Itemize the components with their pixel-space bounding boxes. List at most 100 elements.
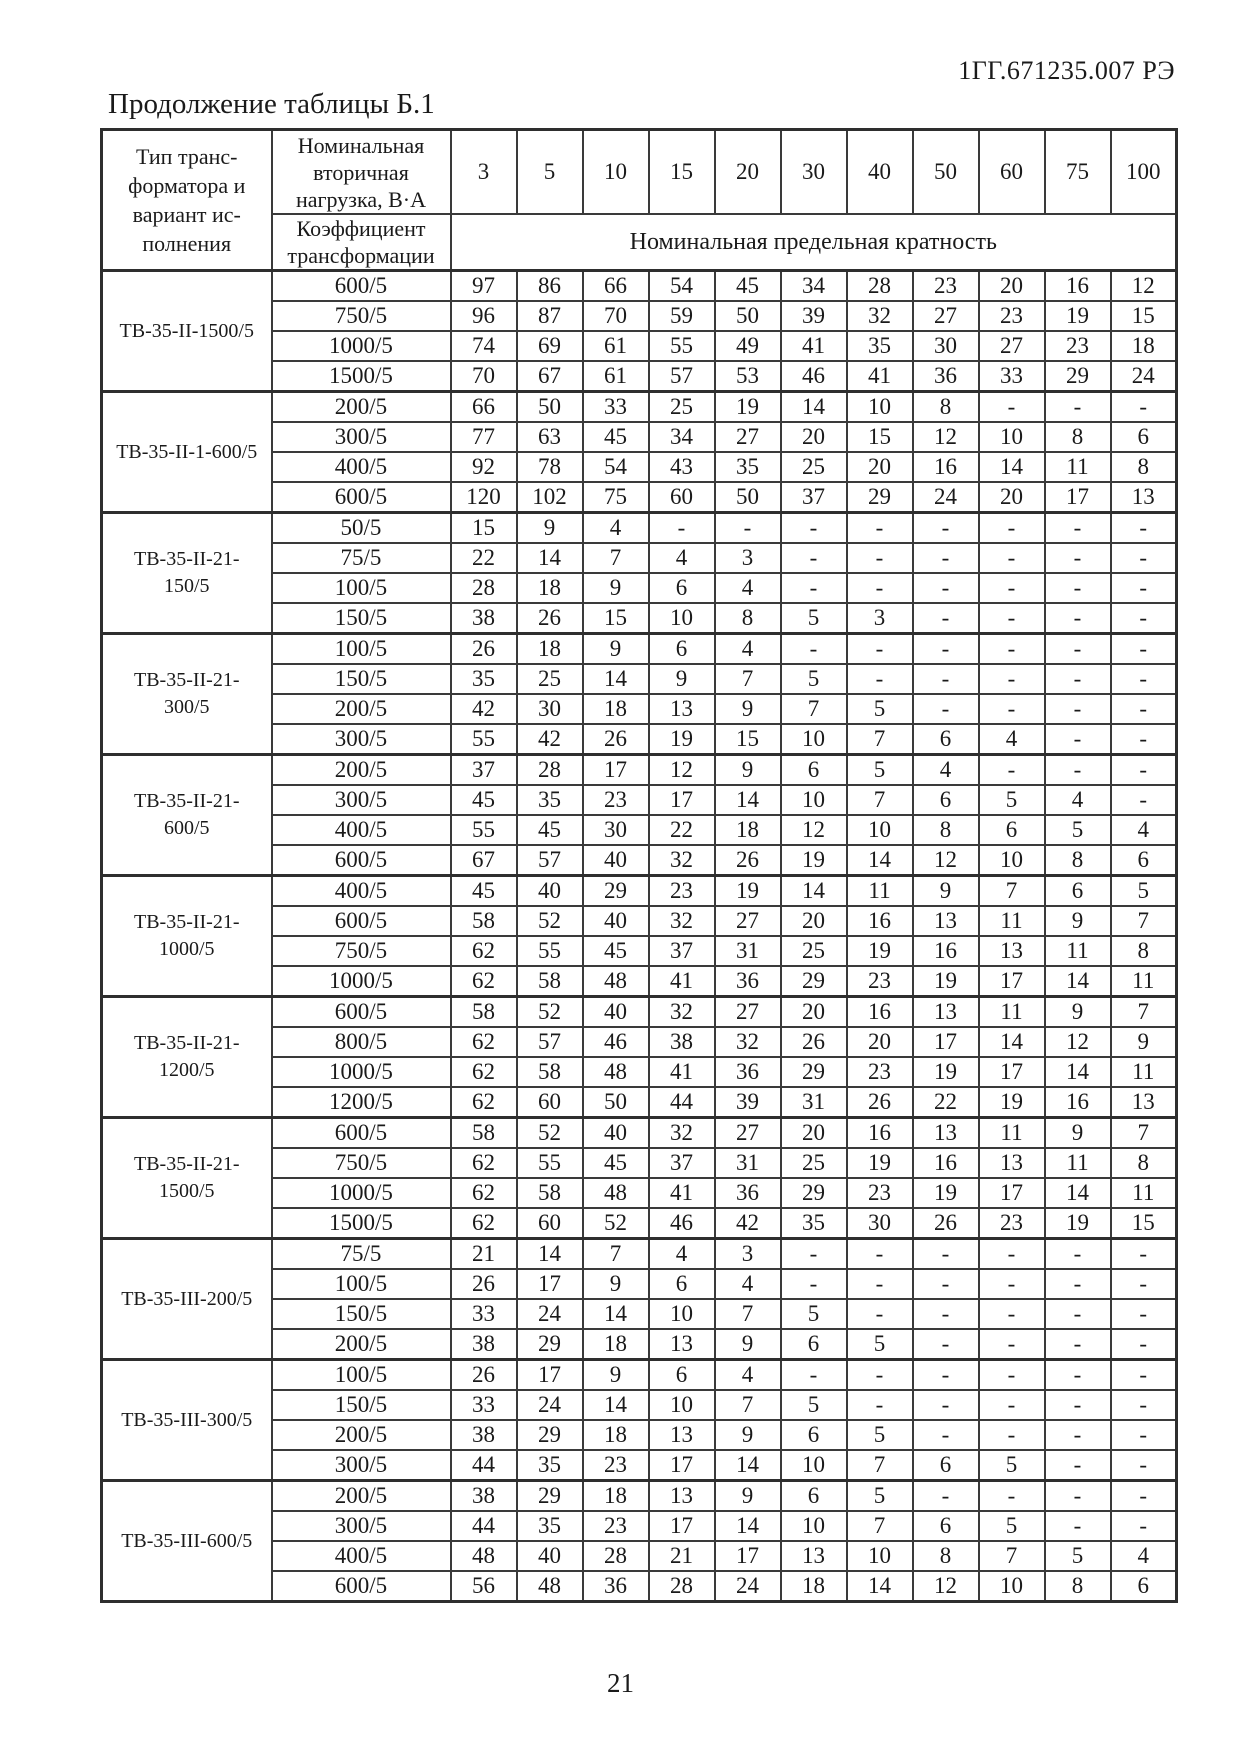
multiplicity-value-cell: 39 (779, 300, 848, 332)
col-header-secondary-load: Номинальная вторичная нагрузка, В·А (270, 128, 452, 215)
multiplicity-value-cell: 66 (581, 269, 650, 302)
multiplicity-value-cell: 11 (977, 1116, 1046, 1149)
multiplicity-value-cell: 10 (845, 390, 914, 423)
multiplicity-value-cell: 38 (449, 1328, 518, 1361)
multiplicity-value-cell: - (977, 1389, 1046, 1421)
multiplicity-value-cell: - (1109, 1449, 1178, 1482)
multiplicity-value-cell: 67 (449, 844, 518, 877)
table-row: 200/5 42 30 18 13 9 7 5- - - - (102, 693, 1178, 725)
multiplicity-value-cell: 37 (647, 1147, 716, 1179)
multiplicity-value-cell: 35 (713, 451, 782, 483)
multiplicity-value-cell: 11 (1043, 1147, 1112, 1179)
multiplicity-value-cell: 16 (911, 935, 980, 967)
multiplicity-value-cell: - (911, 511, 980, 544)
multiplicity-value-cell: 16 (911, 1147, 980, 1179)
multiplicity-value-cell: 27 (713, 1116, 782, 1149)
multiplicity-value-cell: 40 (581, 905, 650, 937)
multiplicity-value-cell: 120 (449, 481, 518, 514)
multiplicity-value-cell: 27 (713, 421, 782, 453)
multiplicity-value-cell: 58 (515, 1056, 584, 1088)
transformer-type-cell: ТВ-35-II-1500/5 (100, 269, 273, 393)
multiplicity-value-cell: 6 (1043, 874, 1112, 907)
multiplicity-value-cell: 23 (977, 300, 1046, 332)
multiplicity-value-cell: 24 (1109, 360, 1178, 393)
multiplicity-value-cell: - (779, 632, 848, 665)
multiplicity-value-cell: 5 (845, 1479, 914, 1512)
multiplicity-value-cell: - (911, 632, 980, 665)
multiplicity-value-cell: - (911, 1358, 980, 1391)
multiplicity-value-cell: 5 (845, 1328, 914, 1361)
multiplicity-value-cell: 10 (779, 784, 848, 816)
multiplicity-value-cell: 18 (581, 1328, 650, 1361)
multiplicity-value-cell: 5 (779, 663, 848, 695)
transformation-ratio-cell: 200/5 (270, 390, 452, 423)
multiplicity-value-cell: 6 (911, 1449, 980, 1482)
multiplicity-value-cell: 7 (845, 784, 914, 816)
multiplicity-value-cell: 30 (845, 1207, 914, 1240)
multiplicity-value-cell: 8 (1109, 1147, 1178, 1179)
multiplicity-value-cell: 50 (713, 481, 782, 514)
multiplicity-value-cell: 28 (515, 753, 584, 786)
transformation-ratio-cell: 1000/5 (270, 1056, 452, 1088)
multiplicity-value-cell: 18 (713, 814, 782, 846)
multiplicity-value-cell: 8 (713, 602, 782, 635)
multiplicity-value-cell: 17 (647, 1510, 716, 1542)
table-row: ТВ-35-II-21- 300/5 100/5 26 18 9 6 4- - - - - - (100, 632, 1178, 756)
multiplicity-value-cell: 6 (647, 1358, 716, 1391)
multiplicity-value-cell: 10 (845, 814, 914, 846)
multiplicity-value-cell: 54 (581, 451, 650, 483)
multiplicity-value-cell: 27 (713, 905, 782, 937)
multiplicity-value-cell: 4 (713, 1358, 782, 1391)
multiplicity-value-cell: 12 (647, 753, 716, 786)
table-row: 800/5 62 57 46 38 32 26 20 17 14 12 9 (102, 1026, 1178, 1058)
transformer-type-cell: ТВ-35-II-21- 600/5 (100, 753, 273, 877)
multiplicity-value-cell: 6 (779, 1328, 848, 1361)
multiplicity-value-cell: 12 (911, 844, 980, 877)
table-row: ТВ-35-III-600/5 200/5 38 29 18 13 9 6 5- - - - (100, 1479, 1178, 1603)
table-row: 300/5 77 63 45 34 27 20 15 12 10 8 6 (102, 421, 1178, 453)
multiplicity-value-cell: 46 (779, 360, 848, 393)
multiplicity-value-cell: 102 (515, 481, 584, 514)
multiplicity-value-cell: 14 (977, 451, 1046, 483)
multiplicity-value-cell: 9 (581, 572, 650, 604)
multiplicity-value-cell: - (1109, 784, 1178, 816)
multiplicity-value-cell: 50 (581, 1086, 650, 1119)
multiplicity-value-cell: 10 (977, 421, 1046, 453)
transformation-ratio-cell: 600/5 (270, 844, 452, 877)
table-row: 400/5 92 78 54 43 35 25 20 16 14 11 8 (102, 451, 1178, 483)
transformation-ratio-cell: 150/5 (270, 1298, 452, 1330)
multiplicity-value-cell: 32 (647, 844, 716, 877)
multiplicity-value-cell: 35 (515, 1510, 584, 1542)
multiplicity-value-cell: 26 (713, 844, 782, 877)
multiplicity-value-cell: 10 (779, 1510, 848, 1542)
multiplicity-value-cell: 52 (581, 1207, 650, 1240)
table-row: 750/5 96 87 70 59 50 39 32 27 23 19 15 (102, 300, 1178, 332)
multiplicity-value-cell: 33 (449, 1298, 518, 1330)
multiplicity-value-cell: 17 (1043, 481, 1112, 514)
multiplicity-value-cell: 6 (647, 572, 716, 604)
table-row: 150/5 38 26 15 10 8 5 3- - - - (102, 602, 1178, 635)
multiplicity-value-cell: 26 (779, 1026, 848, 1058)
multiplicity-value-cell: 13 (779, 1540, 848, 1572)
multiplicity-value-cell: - (977, 1419, 1046, 1451)
multiplicity-value-cell: 30 (581, 814, 650, 846)
table-row: ТВ-35-II-21- 1500/5 600/5 58 52 40 32 27 20 16 13… (100, 1116, 1178, 1240)
table-row: ТВ-35-II-21- 1200/5 600/5 58 52 40 32 27 20 16 13… (100, 995, 1178, 1119)
multiplicity-value-cell: - (779, 1268, 848, 1300)
multiplicity-value-cell: 60 (515, 1207, 584, 1240)
multiplicity-value-cell: 4 (647, 542, 716, 574)
multiplicity-value-cell: 9 (713, 1328, 782, 1361)
multiplicity-value-cell: 29 (779, 1177, 848, 1209)
multiplicity-value-cell: 5 (1109, 874, 1178, 907)
transformation-ratio-cell: 100/5 (270, 1358, 452, 1391)
multiplicity-value-cell: 9 (713, 753, 782, 786)
multiplicity-value-cell: 32 (845, 300, 914, 332)
multiplicity-value-cell: - (977, 1237, 1046, 1270)
transformation-ratio-cell: 200/5 (270, 693, 452, 725)
transformation-ratio-cell: 1000/5 (270, 965, 452, 998)
multiplicity-value-cell: - (1109, 542, 1178, 574)
multiplicity-value-cell: 29 (779, 1056, 848, 1088)
multiplicity-value-cell: - (1043, 723, 1112, 756)
table-row: 1000/5 74 69 61 55 49 41 35 30 27 23 18 (102, 330, 1178, 362)
multiplicity-value-cell: 5 (1043, 1540, 1112, 1572)
